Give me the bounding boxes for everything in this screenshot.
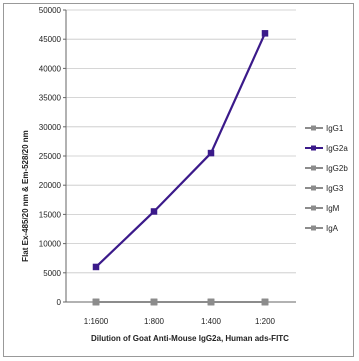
legend-swatch-marker — [311, 165, 316, 171]
legend-swatch-marker — [311, 185, 316, 191]
chart-frame — [3, 3, 354, 357]
y-tick-labels: 0 5000 10000 15000 20000 25000 30000 35000 40000… — [39, 6, 62, 307]
y-tick-label: 50000 — [39, 6, 62, 15]
y-tick-label: 20000 — [39, 181, 62, 190]
legend-item: IgA — [305, 224, 339, 233]
series-iga — [92, 298, 269, 306]
y-tick-label: 35000 — [39, 94, 62, 103]
y-tick-label: 45000 — [39, 35, 62, 44]
data-point — [261, 30, 269, 37]
legend-item: IgG1 — [305, 124, 344, 133]
y-tick-label: 0 — [57, 298, 62, 307]
x-tick-label: 1:200 — [255, 317, 276, 326]
data-point — [150, 208, 158, 215]
x-tick-label: 1:800 — [144, 317, 165, 326]
y-tick-label: 30000 — [39, 123, 62, 132]
y-tick-label: 10000 — [39, 240, 62, 249]
legend-label: IgM — [326, 204, 340, 213]
series-line — [95, 32, 267, 268]
legend-swatch-marker — [311, 145, 316, 151]
legend-swatch-marker — [311, 125, 316, 131]
legend-item: IgM — [305, 204, 340, 213]
y-tick-label: 25000 — [39, 152, 62, 161]
legend: IgG1 IgG2a IgG2b IgG3 IgM IgA — [305, 124, 348, 233]
legend-label: IgA — [326, 224, 339, 233]
data-point — [150, 298, 158, 306]
y-tick-label: 5000 — [43, 269, 61, 278]
legend-item: IgG2b — [305, 164, 348, 173]
legend-swatch-marker — [311, 205, 316, 211]
data-point — [92, 298, 100, 306]
legend-item: IgG3 — [305, 184, 344, 193]
data-point — [207, 298, 215, 306]
legend-label: IgG1 — [326, 124, 344, 133]
y-axis-title: Flat Ex-485/20 nm & Em-528/20 nm — [21, 130, 30, 262]
legend-item: IgG2a — [305, 144, 348, 153]
x-tick-label: 1:1600 — [84, 317, 109, 326]
series-igg2a — [92, 30, 269, 271]
legend-swatch-marker — [311, 225, 316, 231]
x-axis-title: Dilution of Goat Anti-Mouse IgG2a, Human… — [91, 334, 289, 343]
data-point — [92, 263, 100, 271]
y-tick-label: 15000 — [39, 210, 62, 219]
x-tick-label: 1:400 — [201, 317, 222, 326]
legend-label: IgG2a — [326, 144, 348, 153]
gridlines — [66, 9, 296, 274]
legend-label: IgG3 — [326, 184, 344, 193]
legend-label: IgG2b — [326, 164, 348, 173]
x-tick-labels: 1:1600 1:800 1:400 1:200 — [84, 317, 276, 326]
axes — [63, 9, 296, 305]
data-point — [261, 298, 269, 306]
data-point — [207, 149, 215, 157]
y-tick-label: 40000 — [39, 64, 62, 73]
series-lines — [92, 30, 269, 306]
